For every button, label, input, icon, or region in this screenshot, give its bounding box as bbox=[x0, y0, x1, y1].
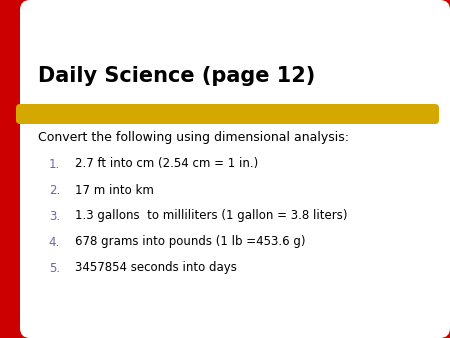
Text: 2.7 ft into cm (2.54 cm = 1 in.): 2.7 ft into cm (2.54 cm = 1 in.) bbox=[75, 158, 258, 170]
FancyBboxPatch shape bbox=[16, 104, 439, 124]
Text: Daily Science (page 12): Daily Science (page 12) bbox=[38, 66, 315, 86]
Text: 3.: 3. bbox=[49, 210, 60, 222]
Text: 17 m into km: 17 m into km bbox=[75, 184, 154, 196]
Text: 2.: 2. bbox=[49, 184, 60, 196]
Text: 678 grams into pounds (1 lb =453.6 g): 678 grams into pounds (1 lb =453.6 g) bbox=[75, 236, 306, 248]
Text: 1.3 gallons  to milliliters (1 gallon = 3.8 liters): 1.3 gallons to milliliters (1 gallon = 3… bbox=[75, 210, 347, 222]
FancyBboxPatch shape bbox=[20, 0, 450, 338]
Text: Convert the following using dimensional analysis:: Convert the following using dimensional … bbox=[38, 131, 349, 145]
Text: 4.: 4. bbox=[49, 236, 60, 248]
Text: 5.: 5. bbox=[49, 262, 60, 274]
Text: 1.: 1. bbox=[49, 158, 60, 170]
Text: 3457854 seconds into days: 3457854 seconds into days bbox=[75, 262, 237, 274]
